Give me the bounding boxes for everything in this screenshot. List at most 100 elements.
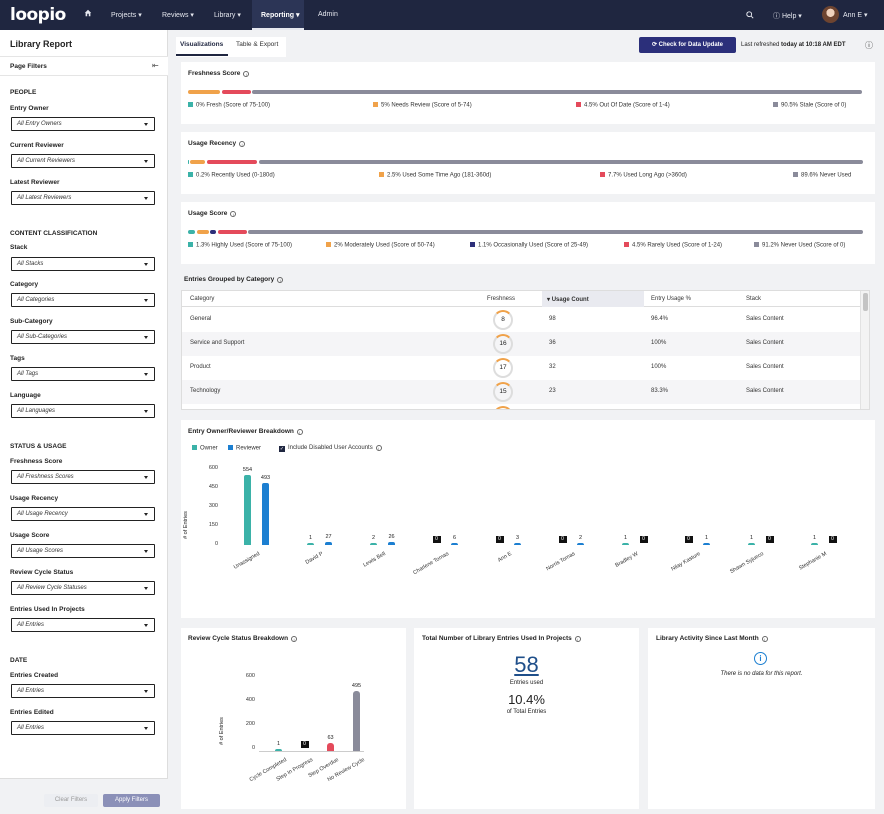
table-cell: 98 — [549, 316, 556, 322]
freshness-score-select[interactable]: All Freshness Scores — [11, 470, 155, 484]
bar-reviewer[interactable] — [325, 541, 332, 545]
col-entry-usage[interactable]: Entry Usage % — [651, 296, 692, 302]
bar-owner[interactable] — [370, 543, 377, 545]
info-icon[interactable]: i — [375, 445, 382, 451]
sub-category-select[interactable]: All Sub-Categories — [11, 330, 155, 344]
info-icon[interactable]: ⓘ — [865, 41, 873, 50]
collapse-sidebar-icon[interactable]: ⇤ — [152, 61, 159, 70]
home-icon[interactable] — [84, 9, 92, 17]
entry-owner-select[interactable]: All Entry Owners — [11, 117, 155, 131]
info-icon[interactable]: i — [296, 429, 303, 435]
check-data-update-button[interactable]: ⟳ Check for Data Update — [639, 37, 736, 53]
bar-reviewer[interactable] — [514, 543, 521, 545]
bar-owner[interactable] — [811, 543, 818, 545]
clear-filters-button[interactable]: Clear Filters — [44, 794, 98, 807]
category-select[interactable]: All Categories — [11, 293, 155, 307]
tab-visualizations[interactable]: Visualizations — [180, 41, 224, 48]
legend-swatch — [773, 102, 778, 107]
data-label: 0 — [765, 536, 774, 543]
latest-reviewer-select[interactable]: All Latest Reviewers — [11, 191, 155, 205]
nav-reporting[interactable]: Reporting ▾ — [261, 12, 300, 19]
col-usage-count[interactable]: ▾ Usage Count — [547, 297, 589, 303]
user-menu[interactable]: Ann E ▾ — [843, 12, 868, 19]
y-tick: 300 — [208, 503, 218, 509]
data-label: 493 — [260, 474, 271, 481]
entries-used-count[interactable]: 58 — [514, 652, 539, 677]
filter-label: Usage Score — [10, 532, 50, 539]
bar-owner[interactable] — [307, 543, 314, 545]
y-tick: 0 — [251, 745, 255, 751]
y-tick: 200 — [245, 721, 255, 727]
scrollbar-thumb[interactable] — [863, 293, 868, 311]
bar-reviewer[interactable] — [703, 543, 710, 545]
legend-swatch — [192, 445, 197, 450]
entries-used-in-projects-select[interactable]: All Entries — [11, 618, 155, 632]
bar-reviewer[interactable] — [451, 543, 458, 545]
legend-swatch — [228, 445, 233, 450]
data-label: 1 — [749, 535, 754, 541]
section-people: PEOPLE — [10, 89, 37, 96]
current-reviewer-select[interactable]: All Current Reviewers — [11, 154, 155, 168]
sort-desc-icon: ▾ — [547, 297, 551, 303]
usage-recency-bar — [188, 160, 864, 164]
nav-projects[interactable]: Projects ▾ — [111, 12, 142, 19]
stack-select[interactable]: All Stacks — [11, 257, 155, 271]
data-label: 1 — [276, 741, 281, 747]
table-row[interactable] — [182, 380, 860, 404]
col-stack[interactable]: Stack — [746, 296, 762, 302]
table-cell: 83.3% — [651, 388, 669, 394]
col-category[interactable]: Category — [190, 296, 215, 302]
info-icon[interactable]: i — [277, 277, 284, 283]
info-icon[interactable]: i — [243, 71, 250, 77]
entries-used-title: Total Number of Library Entries Used In … — [422, 635, 581, 642]
col-freshness[interactable]: Freshness — [487, 296, 516, 302]
data-label: 3 — [515, 535, 520, 541]
legend-swatch — [188, 242, 193, 247]
nav-admin[interactable]: Admin — [318, 11, 338, 18]
usage-recency-select[interactable]: All Usage Recency — [11, 507, 155, 521]
entries-created-select[interactable]: All Entries — [11, 684, 155, 698]
tags-select[interactable]: All Tags — [11, 367, 155, 381]
search-icon[interactable] — [746, 11, 754, 19]
info-icon[interactable]: i — [574, 636, 581, 642]
bar-reviewer[interactable] — [577, 543, 584, 545]
include-disabled-checkbox[interactable]: ✓ Include Disabled User Accounts i — [279, 445, 382, 452]
table-cell: Technology — [190, 388, 221, 394]
bar-segment — [196, 230, 209, 234]
bar-review-status[interactable] — [275, 749, 282, 751]
nav-reviews[interactable]: Reviews ▾ — [162, 12, 194, 19]
table-row[interactable] — [182, 332, 860, 356]
bar-reviewer[interactable] — [388, 541, 395, 545]
review-cycle-status-select[interactable]: All Review Cycle Statuses — [11, 581, 155, 595]
help-menu[interactable]: ⓘ Help ▾ — [773, 13, 802, 20]
loopio-logo[interactable]: loopio — [10, 5, 66, 25]
review-cycle-title: Review Cycle Status Breakdown i — [188, 635, 298, 642]
apply-filters-button[interactable]: Apply Filters — [103, 794, 160, 807]
page-title: Library Report — [10, 39, 73, 49]
bar-review-status[interactable] — [353, 690, 360, 751]
help-icon: ⓘ — [773, 13, 780, 20]
filter-label: Sub-Category — [10, 318, 53, 325]
bar-owner[interactable] — [748, 543, 755, 545]
bar-review-status[interactable] — [327, 743, 334, 751]
bar-segment — [217, 230, 247, 234]
legend-owner[interactable]: Owner — [192, 445, 218, 452]
info-icon[interactable]: i — [230, 211, 237, 217]
entries-edited-select[interactable]: All Entries — [11, 721, 155, 735]
usage-score-select[interactable]: All Usage Scores — [11, 544, 155, 558]
avatar[interactable] — [822, 6, 839, 23]
tab-table-export[interactable]: Table & Export — [236, 41, 279, 48]
bar-owner[interactable] — [244, 474, 251, 545]
library-activity-title: Library Activity Since Last Month i — [656, 635, 768, 642]
data-label: 0 — [300, 741, 309, 748]
bar-owner[interactable] — [622, 543, 629, 545]
freshness-ring: 16 — [493, 334, 513, 354]
info-icon[interactable]: i — [239, 141, 246, 147]
info-icon[interactable]: i — [761, 636, 768, 642]
legend-reviewer[interactable]: Reviewer — [228, 445, 261, 452]
language-select[interactable]: All Languages — [11, 404, 155, 418]
bar-reviewer[interactable] — [262, 482, 269, 545]
nav-library[interactable]: Library ▾ — [214, 12, 241, 19]
table-scrollbar[interactable] — [860, 291, 869, 409]
info-icon[interactable]: i — [291, 636, 298, 642]
